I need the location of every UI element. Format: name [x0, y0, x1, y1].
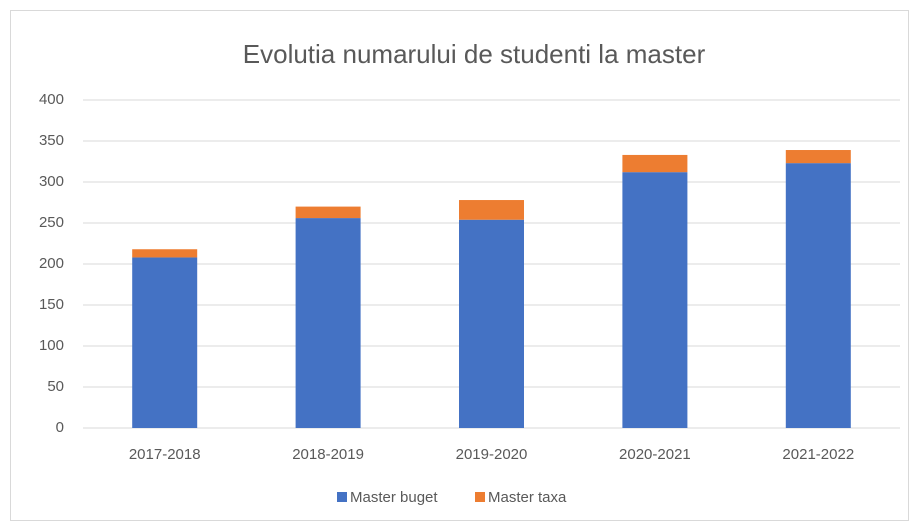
y-tick-label: 100 [39, 337, 64, 354]
bar-segment [132, 249, 198, 258]
bar-segment [622, 154, 688, 173]
x-tick-label: 2021-2022 [782, 446, 854, 463]
bar-segment [785, 150, 851, 164]
legend-swatch [475, 492, 485, 502]
x-tick-label: 2020-2021 [619, 446, 691, 463]
y-tick-label: 200 [39, 255, 64, 272]
y-tick-label: 0 [56, 419, 64, 436]
chart-title: Evolutia numarului de studenti la master [243, 39, 706, 69]
bar-segment [459, 219, 524, 428]
legend-swatch [337, 492, 347, 502]
y-tick-label: 300 [39, 173, 64, 190]
y-tick-label: 250 [39, 214, 64, 231]
bar-segment [459, 200, 524, 220]
bar-segment [295, 218, 361, 428]
bar-segment [295, 206, 361, 219]
y-tick-label: 400 [39, 91, 64, 108]
x-tick-label: 2017-2018 [129, 446, 201, 463]
bar-segment [622, 172, 688, 428]
y-tick-label: 150 [39, 296, 64, 313]
y-tick-label: 350 [39, 132, 64, 149]
legend-label: Master taxa [488, 489, 567, 506]
x-tick-label: 2018-2019 [292, 446, 364, 463]
legend-label: Master buget [350, 489, 438, 506]
bar-segment [132, 257, 198, 428]
x-tick-label: 2019-2020 [456, 446, 528, 463]
y-tick-label: 50 [47, 378, 64, 395]
bar-segment [785, 163, 851, 428]
